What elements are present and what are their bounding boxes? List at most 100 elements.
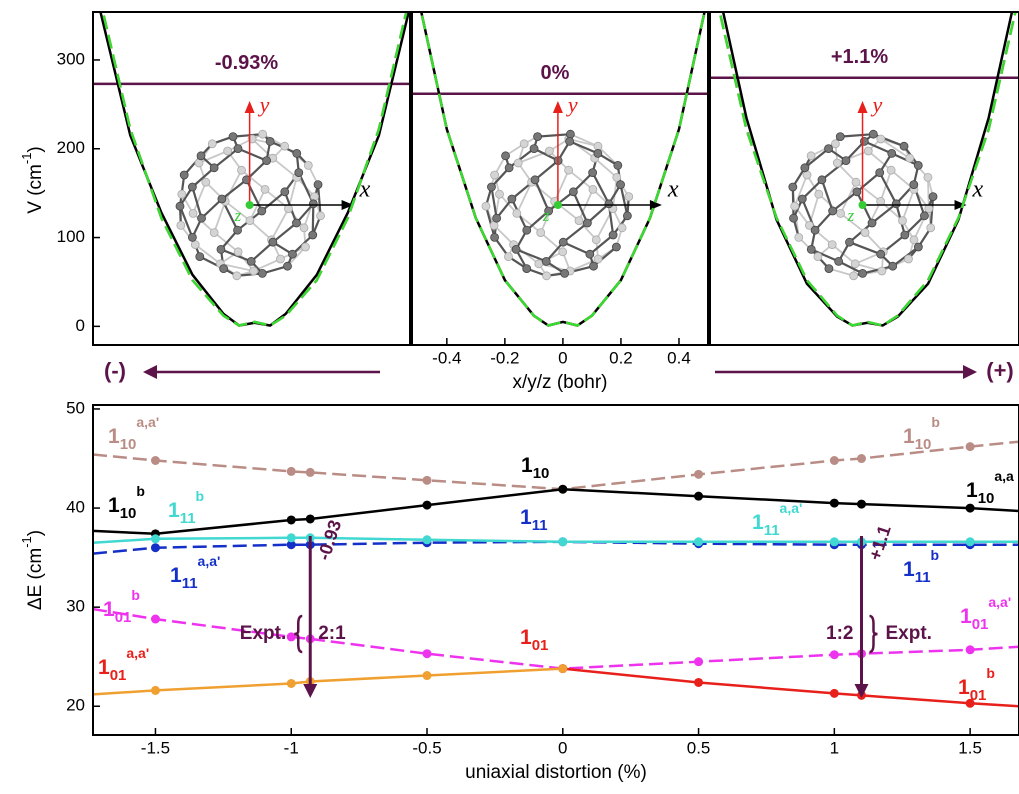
atom — [807, 245, 815, 253]
atom — [512, 245, 520, 253]
y-tick-label: 40 — [66, 498, 85, 517]
atom — [612, 243, 620, 251]
atom — [496, 190, 504, 198]
atom — [530, 145, 538, 153]
atom — [825, 265, 833, 273]
atom — [247, 257, 255, 265]
data-point — [830, 537, 839, 546]
atom — [791, 202, 799, 210]
atom — [523, 265, 531, 273]
bond — [822, 180, 833, 211]
atom — [623, 212, 631, 220]
atom — [269, 238, 277, 246]
atom — [853, 188, 861, 196]
atom — [877, 197, 885, 205]
left-arrow-head — [143, 365, 157, 379]
atom — [208, 140, 216, 148]
data-point — [287, 533, 296, 542]
data-point — [694, 492, 703, 501]
panel: xyz+1.1% — [710, 0, 1019, 326]
state-label-sub: 01 — [110, 667, 127, 684]
atom — [504, 253, 512, 261]
atom — [594, 142, 602, 150]
state-label-main: 1 — [103, 598, 115, 621]
atom — [594, 255, 602, 263]
atom — [284, 205, 292, 213]
energy-line — [93, 609, 1019, 669]
y-axis-name: y — [258, 92, 270, 117]
state-label-sub: 11 — [532, 517, 548, 534]
atom — [837, 209, 845, 217]
atom — [605, 200, 613, 208]
ratio-label: 1:2 — [826, 623, 853, 644]
atom — [925, 205, 933, 213]
state-label-main: 1 — [958, 676, 970, 699]
state-label-sub: 01 — [115, 609, 132, 626]
state-label: 110a,a — [966, 468, 1014, 507]
atom — [195, 159, 203, 167]
distortion-arrow-head — [303, 684, 317, 698]
atom — [878, 267, 886, 275]
atom — [825, 145, 833, 153]
atom — [210, 229, 218, 237]
atom — [861, 229, 869, 237]
atom — [898, 217, 906, 225]
atom — [561, 269, 569, 277]
x-tick-label: -0.5 — [412, 738, 441, 757]
bond — [491, 187, 496, 218]
atom — [246, 217, 254, 225]
expt-label: Expt. — [240, 623, 286, 644]
x-axis-name: x — [972, 177, 984, 203]
state-label-sub: 01 — [970, 687, 987, 704]
state-label-sup: a,a' — [136, 414, 159, 430]
state-label: 101a,a' — [960, 594, 1011, 633]
atom — [309, 200, 317, 208]
atom — [293, 149, 301, 157]
atom — [261, 185, 269, 193]
atom — [887, 166, 895, 174]
atom — [795, 233, 803, 241]
data-point — [151, 543, 160, 552]
atom — [295, 169, 303, 177]
y-axis-label: V (cm-1) — [19, 146, 46, 214]
panel: xyz0% — [412, 0, 708, 326]
y-axis-label-text: V (cm — [25, 164, 46, 214]
right-arrow-head — [963, 365, 977, 379]
atom — [868, 219, 876, 227]
state-label: 111a,a' — [752, 500, 802, 539]
state-label-main: 1 — [108, 425, 120, 448]
atom — [300, 224, 308, 232]
atom — [502, 152, 510, 160]
state-label-sup: b — [986, 665, 995, 681]
y-axis-name: y — [566, 92, 578, 117]
atom — [542, 257, 550, 265]
x-tick-label: 0.2 — [609, 348, 633, 367]
data-point — [830, 689, 839, 698]
atom — [178, 190, 186, 198]
state-label-sup: b — [136, 483, 145, 499]
state-label-sub: 10 — [120, 436, 137, 453]
data-point — [694, 657, 703, 666]
data-point — [558, 485, 567, 494]
bond — [273, 158, 297, 177]
state-label-sub: 11 — [180, 510, 196, 527]
x-axis-name: x — [667, 177, 679, 203]
atom — [814, 253, 822, 261]
x-axis-label: uniaxial distortion (%) — [465, 762, 647, 783]
atom — [589, 185, 597, 193]
y-axis-name: y — [871, 92, 883, 117]
state-label-sup: a,a' — [780, 500, 803, 516]
figure: V (cm-1)xyz-0.93%0100200300xyz0%-0.4-0.2… — [0, 0, 1019, 789]
state-label-sup: b — [931, 414, 940, 430]
bond — [563, 223, 587, 242]
distortion-label: +1.1 — [865, 523, 895, 563]
atom — [535, 260, 543, 268]
atom — [202, 178, 210, 186]
atom — [789, 183, 797, 191]
data-point — [306, 468, 315, 477]
z-axis-name: z — [234, 206, 242, 225]
distortion-label: -0.93 — [314, 518, 346, 563]
bond — [262, 192, 285, 211]
state-label-sup: a,a' — [988, 594, 1011, 610]
state-label-main: 1 — [170, 564, 182, 587]
